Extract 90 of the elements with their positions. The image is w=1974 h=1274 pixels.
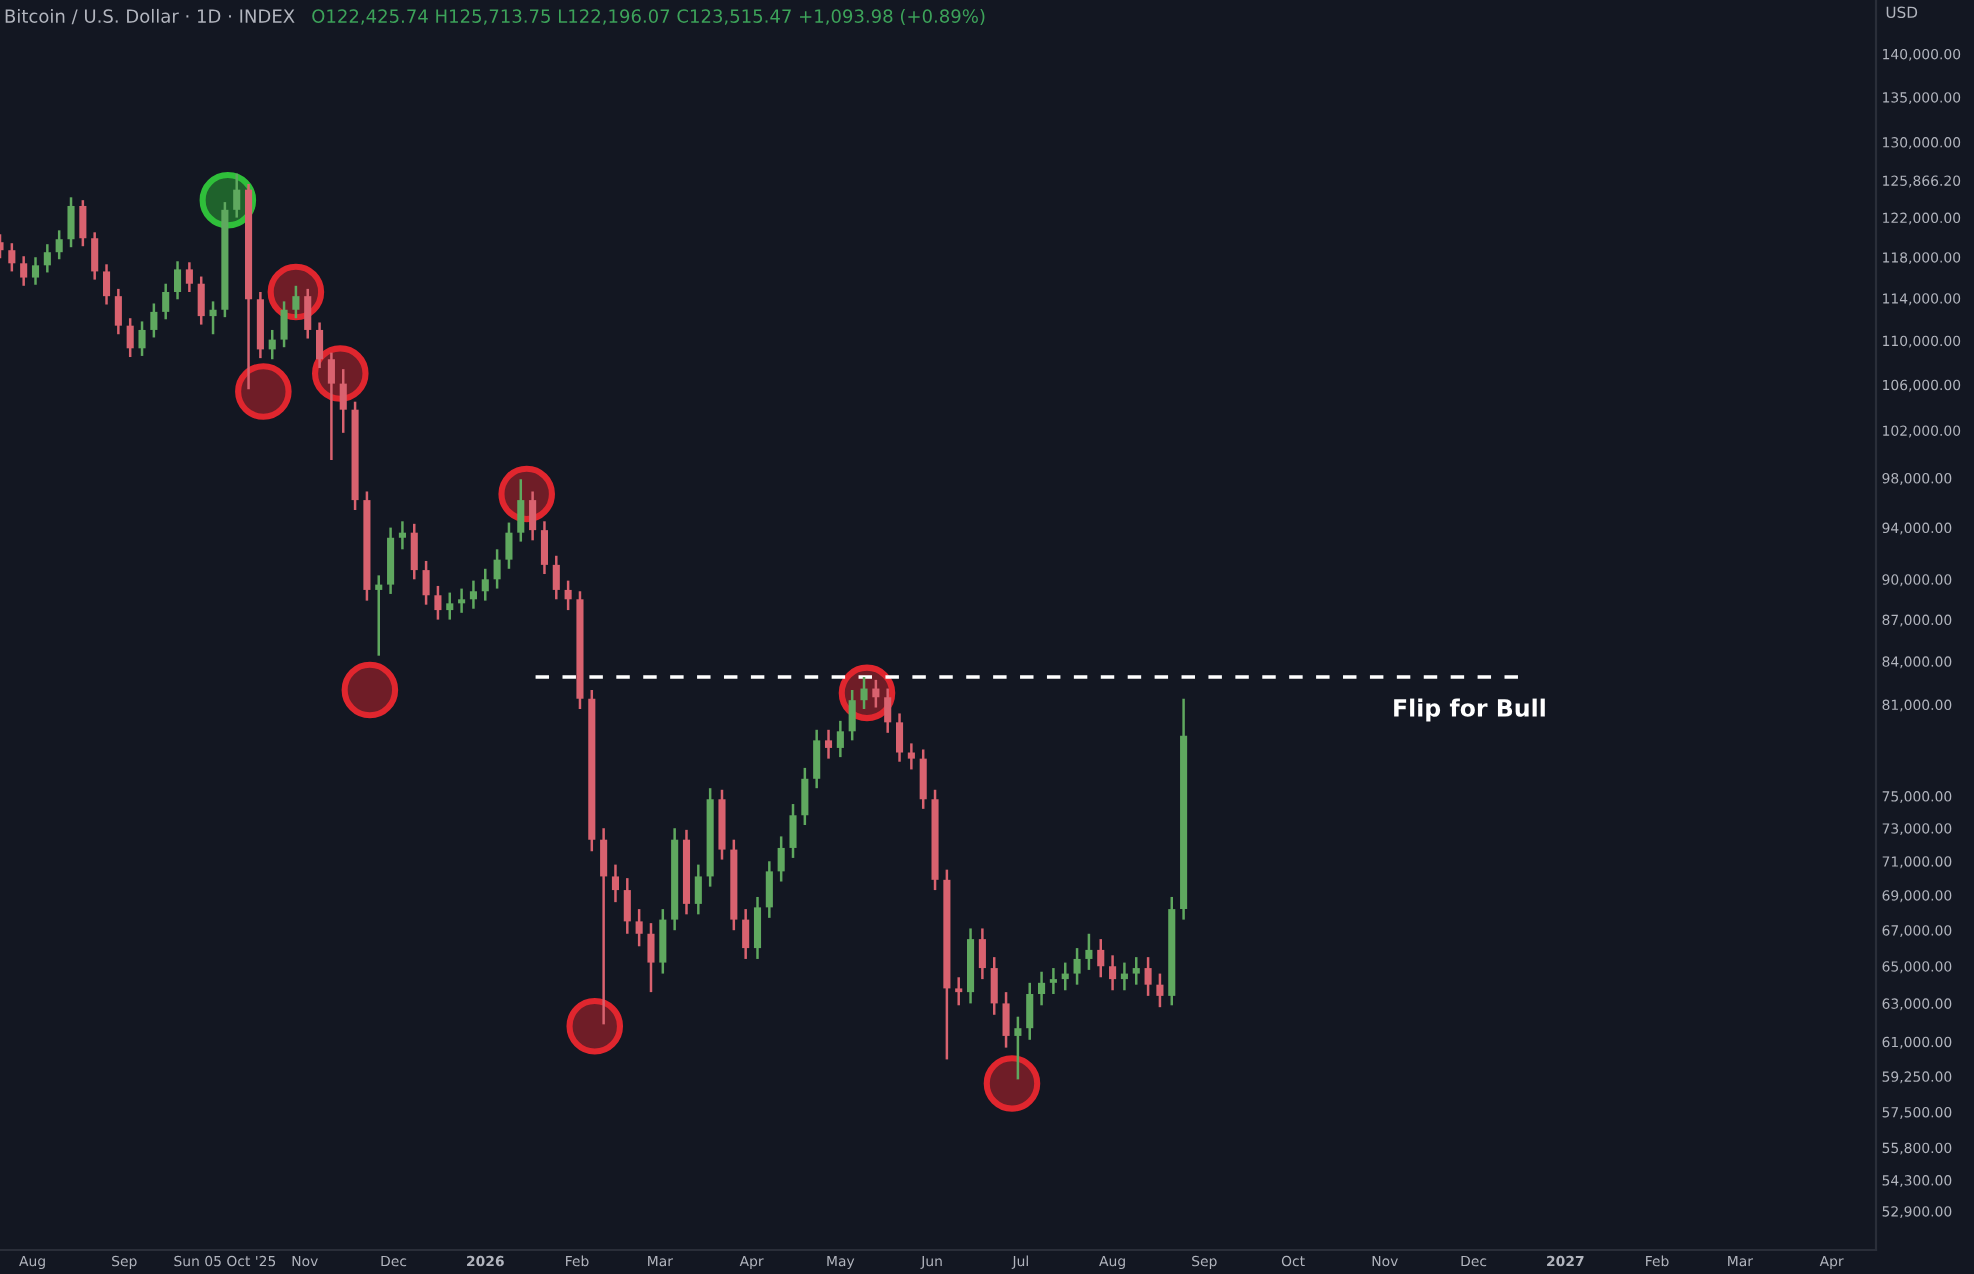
candlestick bbox=[410, 522, 418, 581]
candlestick bbox=[990, 955, 998, 1017]
candlestick bbox=[458, 587, 466, 615]
candlestick bbox=[742, 907, 750, 961]
candlestick bbox=[55, 229, 63, 261]
candlestick bbox=[919, 748, 927, 811]
candlestick bbox=[1097, 937, 1105, 979]
candlestick bbox=[789, 802, 797, 860]
candlestick bbox=[1061, 961, 1069, 992]
candlestick bbox=[872, 678, 880, 709]
candlestick bbox=[446, 591, 454, 621]
point bbox=[341, 661, 399, 719]
candlestick bbox=[635, 907, 643, 948]
candlestick bbox=[469, 579, 477, 610]
candlestick bbox=[1049, 966, 1057, 996]
candlestick bbox=[860, 675, 868, 711]
candlestick bbox=[114, 287, 122, 336]
candlestick bbox=[1014, 1015, 1022, 1081]
candlestick bbox=[434, 584, 442, 621]
point bbox=[566, 997, 624, 1055]
candlestick bbox=[801, 766, 809, 827]
candlestick bbox=[209, 300, 217, 336]
candlestick bbox=[564, 579, 572, 612]
candlestick bbox=[611, 863, 620, 904]
candlestick bbox=[339, 367, 347, 435]
candlestick bbox=[1026, 981, 1034, 1042]
candlestick bbox=[8, 241, 16, 273]
candlestick bbox=[268, 328, 276, 361]
candlestick bbox=[540, 520, 549, 576]
candlestick bbox=[647, 921, 655, 994]
candlestick bbox=[978, 927, 986, 981]
candlestick bbox=[1132, 955, 1140, 986]
candlestick bbox=[493, 548, 501, 590]
candlestick bbox=[398, 520, 406, 551]
candlestick bbox=[836, 719, 844, 759]
candlestick bbox=[375, 574, 383, 657]
candlestick bbox=[79, 198, 87, 248]
candlestick bbox=[1144, 955, 1152, 998]
point bbox=[983, 1055, 1041, 1112]
candlestick bbox=[777, 835, 785, 883]
candlestick bbox=[623, 876, 631, 936]
chart-subtitle: O122,425.74 H125,713.75 L122,196.07 C123,515.47 +1,093.98 (+0.89%) bbox=[312, 8, 985, 26]
candlestick bbox=[91, 231, 99, 281]
candlestick bbox=[824, 728, 833, 760]
candlestick bbox=[1002, 990, 1010, 1049]
candlestick bbox=[848, 688, 856, 742]
point bbox=[235, 363, 292, 420]
candlestick bbox=[20, 254, 28, 288]
candlestick bbox=[1120, 961, 1128, 992]
candlestick bbox=[185, 261, 193, 294]
candlestick bbox=[1156, 972, 1164, 1009]
candlestick bbox=[150, 302, 158, 339]
candlestick bbox=[694, 863, 702, 916]
candlestick bbox=[292, 284, 300, 320]
candlestick bbox=[327, 351, 335, 462]
candlestick bbox=[280, 300, 288, 349]
candlestick bbox=[765, 860, 773, 920]
candlestick bbox=[304, 287, 312, 340]
candlestick bbox=[884, 687, 892, 735]
candlestick bbox=[1109, 954, 1117, 992]
candlestick bbox=[31, 255, 40, 287]
candlestick bbox=[422, 559, 430, 606]
candlestick bbox=[67, 196, 75, 249]
candlestick bbox=[600, 826, 608, 1026]
candlestick bbox=[813, 728, 821, 790]
candlestick bbox=[138, 320, 146, 358]
candlestick bbox=[197, 275, 205, 326]
candlestick bbox=[955, 976, 963, 1007]
annotation: Flip for Bull bbox=[1394, 698, 1545, 722]
candlestick bbox=[481, 567, 489, 602]
candlestick bbox=[529, 490, 537, 542]
candlestick bbox=[517, 478, 525, 543]
candlestick bbox=[895, 712, 904, 763]
candlestick bbox=[102, 263, 111, 306]
candlestick bbox=[1085, 932, 1093, 972]
candlestick bbox=[316, 321, 324, 370]
candlestick bbox=[162, 282, 170, 321]
candlestick bbox=[753, 895, 762, 961]
chart-title: Bitcoin / U.S. Dollar · 1D · INDEX bbox=[5, 8, 295, 25]
candlestick bbox=[505, 521, 513, 571]
candlestick bbox=[173, 260, 182, 301]
candlestick bbox=[1073, 946, 1081, 986]
candlestick bbox=[43, 242, 51, 274]
candlestick bbox=[126, 316, 134, 359]
candlestick bbox=[233, 172, 241, 219]
candlestick bbox=[1038, 970, 1046, 1007]
candlestick bbox=[552, 554, 560, 601]
candlestick bbox=[387, 526, 395, 596]
candlestick bbox=[659, 907, 667, 975]
candlestick bbox=[907, 742, 915, 771]
